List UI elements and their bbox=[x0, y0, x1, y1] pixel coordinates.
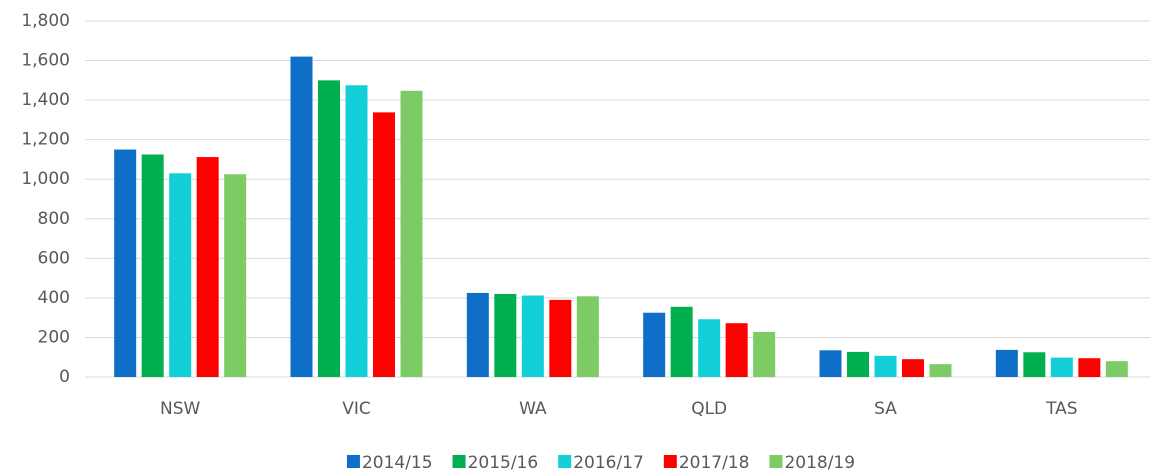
bar bbox=[576, 296, 599, 377]
bar bbox=[345, 85, 368, 378]
bar bbox=[114, 149, 137, 377]
y-tick-label: 200 bbox=[38, 327, 70, 347]
y-tick-label: 600 bbox=[38, 248, 70, 268]
bar bbox=[169, 173, 192, 377]
bar bbox=[902, 359, 924, 377]
x-tick-label: NSW bbox=[160, 399, 201, 419]
bar bbox=[670, 306, 693, 377]
legend-swatch bbox=[452, 455, 466, 468]
legend-label: 2015/16 bbox=[468, 453, 539, 473]
legend-label: 2018/19 bbox=[784, 453, 855, 473]
bar bbox=[698, 319, 721, 377]
bar bbox=[847, 351, 869, 377]
legend-label: 2017/18 bbox=[679, 453, 750, 473]
bar bbox=[1023, 352, 1046, 377]
legend-label: 2014/15 bbox=[362, 453, 433, 473]
bar bbox=[549, 299, 572, 377]
bar bbox=[196, 157, 219, 377]
legend-swatch bbox=[769, 455, 783, 468]
y-tick-label: 800 bbox=[38, 209, 70, 229]
legend-swatch bbox=[663, 455, 677, 468]
legend-label: 2016/17 bbox=[573, 453, 644, 473]
x-tick-label: QLD bbox=[691, 399, 727, 419]
y-tick-label: 1,400 bbox=[21, 90, 70, 110]
y-tick-label: 0 bbox=[59, 367, 70, 387]
bar bbox=[995, 349, 1018, 377]
bar bbox=[1105, 361, 1128, 377]
y-tick-label: 1,600 bbox=[21, 51, 70, 71]
x-tick-label: WA bbox=[519, 399, 547, 419]
y-tick-label: 400 bbox=[38, 288, 70, 308]
bar bbox=[725, 323, 748, 377]
x-tick-label: TAS bbox=[1045, 399, 1078, 419]
bar bbox=[373, 112, 395, 377]
bar bbox=[753, 331, 776, 377]
bar bbox=[141, 154, 164, 377]
bar bbox=[874, 355, 897, 377]
x-tick-label: SA bbox=[874, 399, 897, 419]
bar bbox=[466, 292, 489, 377]
bar bbox=[400, 90, 423, 377]
bar bbox=[1078, 358, 1101, 377]
y-tick-label: 1,200 bbox=[21, 130, 70, 150]
bar bbox=[290, 56, 313, 377]
bar bbox=[521, 295, 544, 377]
y-tick-label: 1,000 bbox=[21, 169, 70, 189]
bar bbox=[929, 364, 952, 377]
bar bbox=[318, 80, 340, 377]
bar bbox=[224, 174, 247, 377]
legend-swatch bbox=[558, 455, 572, 468]
bar bbox=[643, 312, 666, 377]
legend-swatch bbox=[346, 455, 360, 468]
bar bbox=[819, 350, 842, 377]
bar bbox=[1050, 357, 1073, 377]
bar bbox=[494, 293, 517, 377]
x-tick-label: VIC bbox=[342, 399, 371, 419]
y-tick-label: 1,800 bbox=[21, 11, 70, 31]
